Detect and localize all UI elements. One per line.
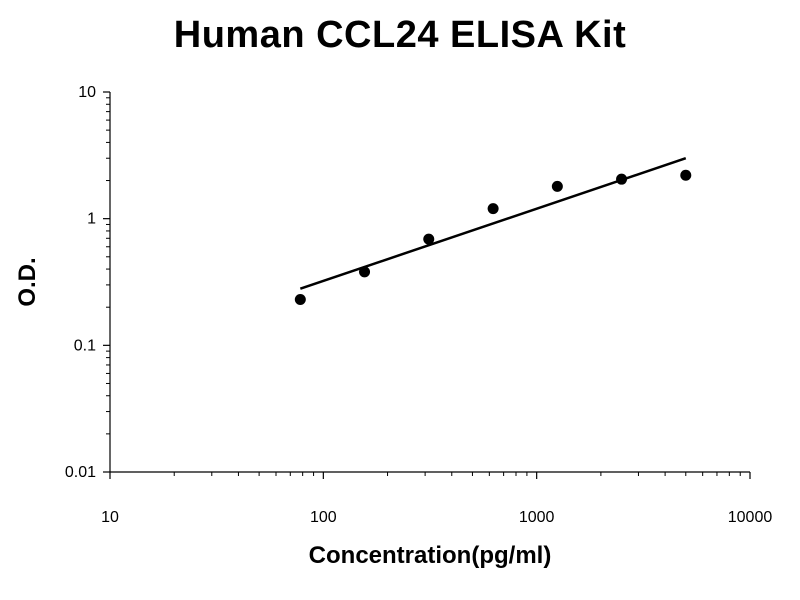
data-point [294, 294, 306, 306]
fit-line [299, 157, 687, 290]
data-point [487, 203, 499, 215]
y-tick-label: 0.1 [74, 337, 96, 354]
data-point [423, 233, 435, 245]
data-point [359, 266, 371, 278]
y-tick-label: 0.01 [65, 464, 96, 481]
x-tick-label: 1000 [519, 509, 555, 526]
data-point [616, 173, 628, 185]
y-tick-label: 10 [78, 84, 96, 101]
x-tick-label: 100 [310, 509, 337, 526]
x-axis-label: Concentration(pg/ml) [308, 542, 552, 569]
x-tick-label: 10000 [728, 509, 773, 526]
data-point [551, 180, 563, 192]
chart-title: Human CCL24 ELISA Kit [173, 14, 627, 56]
y-tick-label: 1 [87, 211, 96, 228]
x-tick-label: 10 [101, 509, 119, 526]
data-point [680, 169, 692, 181]
